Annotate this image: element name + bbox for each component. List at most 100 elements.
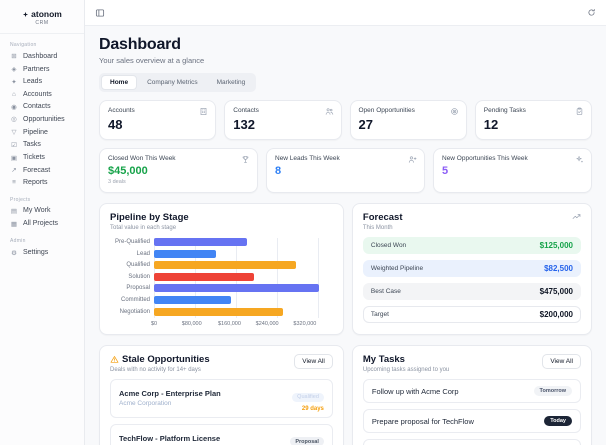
opportunity-title: Acme Corp - Enterprise Plan (119, 389, 221, 399)
pipeline-plot: Pre-Qualified Lead Qualified Solution Propos… (110, 238, 319, 316)
chart-bar-solution (154, 272, 255, 281)
task-row[interactable]: Schedule demo with Horizon Labs Feb 25 (362, 439, 581, 445)
sidebar-item[interactable]: ◉ Contacts (0, 100, 84, 113)
sidebar-item-label: Accounts (23, 90, 52, 98)
chart-row: Negotiation (110, 307, 319, 316)
chart-bar-lead (154, 249, 216, 258)
stale-subtitle: Deals with no activity for 14+ days (110, 367, 201, 373)
middle-row: Pipeline by Stage Total value in each st… (99, 203, 592, 335)
stat-value: 5 (442, 165, 449, 177)
task-due-badge: Tomorrow (533, 386, 572, 396)
stat-card-new-leads-week: New Leads This Week 8 (266, 148, 425, 193)
chart-category-label: Solution (128, 273, 150, 280)
main-area: Dashboard Your sales overview at a glanc… (85, 0, 606, 445)
dashboard-tab[interactable]: Home (101, 75, 138, 90)
stat-label: Closed Won This Week (108, 155, 176, 162)
sidebar-item-icon: ⌂ (12, 90, 16, 98)
brand-logo: atonom CRM (0, 0, 84, 34)
refresh-button[interactable] (587, 8, 596, 17)
sidebar-section-admin-label: Admin (10, 238, 26, 245)
opportunity-company: Acme Corporation (119, 400, 172, 408)
stat-sublabel: 3 deals (108, 179, 126, 185)
sidebar-item[interactable]: ◎ Opportunities (0, 113, 84, 126)
stale-title: Stale Opportunities (122, 354, 210, 365)
sidebar-item-icon: ▦ (10, 220, 18, 228)
stat-card-new-opportunities-week: New Opportunities This Week 5 (433, 148, 592, 193)
dashboard-tab[interactable]: Marketing (216, 79, 246, 86)
building-icon (199, 107, 208, 116)
chart-category-label: Pre-Qualified (114, 239, 150, 245)
sidebar-item-icon: ≡ (12, 179, 16, 187)
stats-row: Accounts 48 Contacts 132 Open Opportunit… (99, 100, 592, 140)
stat-sublabel (275, 179, 416, 186)
sidebar-item[interactable]: ≡ Reports (0, 177, 84, 189)
tasks-title: My Tasks (362, 354, 405, 365)
refresh-icon (588, 8, 595, 16)
sidebar-item-label: Opportunities (23, 115, 65, 123)
sidebar-item-icon: ◈ (11, 66, 17, 74)
sidebar-item-icon: ⊞ (11, 53, 17, 61)
stage-badge: Proposal (290, 437, 324, 445)
sidebar-item[interactable]: ◈ Partners (0, 63, 84, 76)
stat-label: New Opportunities This Week (442, 155, 528, 162)
tasks-list: Follow up with Acme Corp Tomorrow Prepar… (362, 379, 581, 445)
chart-track (154, 272, 319, 281)
sidebar-item-icon: ▽ (11, 129, 17, 137)
chart-bar-negotiation (154, 307, 283, 316)
sidebar-item[interactable]: ▤ My Work (0, 205, 84, 218)
dashboard-content: Dashboard Your sales overview at a glanc… (85, 26, 606, 445)
forecast-row-label: Best Case (370, 288, 401, 295)
my-tasks-panel: My Tasks Upcoming tasks assigned to you … (351, 345, 592, 445)
sidebar-item-label: Dashboard (23, 52, 58, 60)
chart-track (154, 238, 319, 246)
sidebar-item[interactable]: ✦ Leads (0, 76, 84, 89)
logo-icon (22, 11, 29, 18)
sidebar-section-navigation-label: Navigation (10, 42, 37, 48)
week-stats-row: Closed Won This Week $45,000 3 deals New… (99, 148, 592, 193)
sidebar-projects-list: ▤ My Work ▦ All Projects (0, 205, 84, 231)
forecast-row: Target $200,000 (362, 306, 581, 323)
chart-track (154, 261, 319, 270)
stat-value: 132 (233, 117, 255, 132)
days-stale-label: 29 days (301, 405, 324, 412)
chart-title: Pipeline by Stage (110, 212, 189, 223)
chart-x-tick: $0 (150, 321, 158, 328)
sidebar-item[interactable]: ↗ Forecast (0, 164, 84, 177)
stat-value: $45,000 (108, 165, 148, 177)
alert-triangle-icon (110, 355, 119, 364)
sidebar-item[interactable]: ⚙ Settings (0, 246, 84, 259)
stale-view-all-button[interactable]: View All (294, 354, 333, 369)
tasks-view-all-button[interactable]: View All (542, 354, 581, 369)
sidebar-item[interactable]: ▽ Pipeline (0, 126, 84, 139)
sidebar-item[interactable]: ▣ Tickets (0, 151, 84, 164)
forecast-row-label: Weighted Pipeline (370, 265, 424, 272)
bottom-row: Stale Opportunities Deals with no activi… (99, 345, 592, 445)
stale-opportunity-row[interactable]: TechFlow - Platform License TechFlow Sol… (110, 423, 333, 445)
chart-category-label: Lead (136, 250, 150, 257)
sidebar-toggle-button[interactable] (95, 8, 105, 18)
stat-card-pending-tasks: Pending Tasks 12 (474, 100, 592, 140)
task-row[interactable]: Prepare proposal for TechFlow Today (362, 409, 581, 433)
brand-product: CRM (35, 20, 49, 26)
dashboard-tabs: Home Company Metrics Marketing (99, 73, 257, 92)
stat-value: 48 (108, 117, 123, 132)
dashboard-tab[interactable]: Company Metrics (147, 79, 198, 86)
sidebar-item[interactable]: ⊞ Dashboard (0, 50, 84, 63)
sparkles-icon (575, 155, 584, 164)
sidebar-item-label: All Projects (23, 220, 59, 228)
stat-value: 8 (275, 165, 282, 177)
stat-sublabel (442, 179, 583, 186)
sidebar-item-icon: ▣ (10, 154, 18, 162)
stat-value: 27 (358, 117, 373, 132)
sidebar-item[interactable]: ▦ All Projects (0, 217, 84, 230)
sidebar-section-projects-label: Projects (10, 196, 31, 203)
chart-x-tick: $80,000 (181, 321, 202, 328)
forecast-row-value: $475,000 (539, 287, 573, 296)
sidebar-item[interactable]: ⌂ Accounts (0, 88, 84, 100)
stale-opportunities-panel: Stale Opportunities Deals with no activi… (99, 345, 344, 445)
task-row[interactable]: Follow up with Acme Corp Tomorrow (362, 379, 581, 403)
stale-opportunity-row[interactable]: Acme Corp - Enterprise Plan Acme Corpora… (110, 379, 333, 418)
chart-track (154, 307, 319, 316)
sidebar-item[interactable]: ☑ Tasks (0, 138, 84, 151)
users-icon (325, 107, 334, 116)
